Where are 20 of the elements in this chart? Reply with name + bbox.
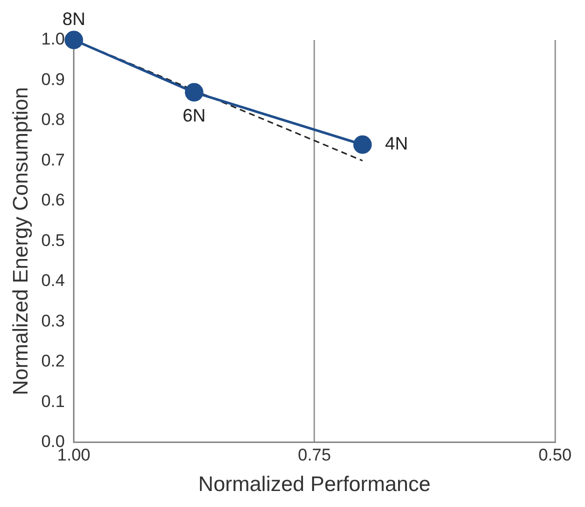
y-tick-label: 0.8: [41, 110, 65, 130]
point: [64, 30, 84, 50]
y-tick-label: 0.6: [41, 190, 65, 210]
y-tick-label: 0.2: [41, 352, 65, 371]
annotation: 4N: [385, 134, 408, 154]
y-tick-label: 0.7: [41, 150, 65, 170]
y-tick-label: 0.1: [41, 392, 65, 411]
y-tick-label: 0.5: [41, 230, 65, 250]
annotation: 6N: [182, 105, 206, 126]
x-tick-label: 0.75: [298, 445, 331, 464]
y-axis-title: Normalized Energy Consumption: [9, 87, 32, 396]
y-tick-label: 0.3: [41, 311, 65, 330]
y-tick-label: 0.9: [41, 70, 65, 89]
y-tick-label: 1.0: [41, 30, 65, 49]
annotation: 8N: [62, 8, 86, 29]
y-tick-label: 0.4: [41, 271, 65, 290]
point: [184, 83, 204, 102]
point: [353, 135, 372, 154]
x-tick-label: 0.50: [538, 445, 572, 464]
x-axis-title: Normalized Performance: [198, 473, 431, 496]
